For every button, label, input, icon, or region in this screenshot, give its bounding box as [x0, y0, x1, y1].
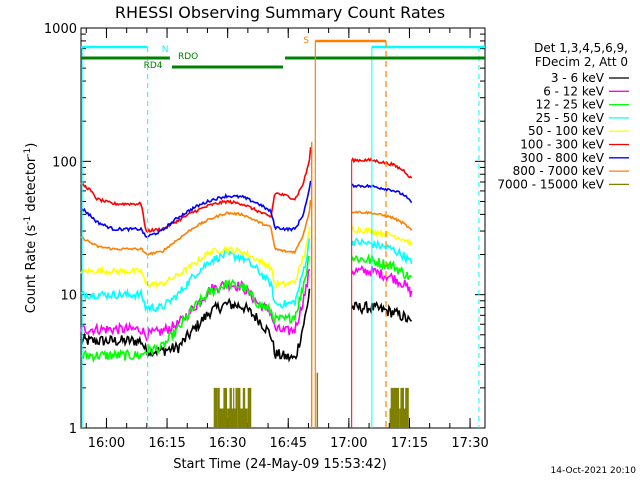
y-label-part-1: Count Rate (s: [24, 225, 39, 314]
y-label-part-3: ): [24, 143, 39, 148]
y-axis: 1 10 100 1000: [44, 22, 485, 437]
series-line-segment-2: [350, 237, 413, 265]
y-label-exp-1: -1: [23, 216, 33, 225]
legend: Det 1,3,4,5,6,9, FDecim 2, Att 0 3 - 6 k…: [497, 41, 629, 191]
legend-entry-label: 25 - 50 keV: [536, 111, 605, 125]
legend-entry-label: 7000 - 15000 keV: [497, 177, 604, 191]
chart-title: RHESSI Observing Summary Count Rates: [115, 3, 445, 22]
series-line-segment-2: [350, 252, 413, 280]
x-tick-label: 16:00: [88, 436, 125, 451]
status-label-rd4: RD4: [144, 61, 163, 71]
olive-burst: [389, 387, 409, 428]
series-group: [80, 141, 413, 428]
series-line-segment-2: [351, 183, 413, 204]
x-axis: 16:00 16:15 16:30 16:45 17:00 17:15 17:30: [85, 28, 489, 451]
status-bars: N RDO RD4 S: [81, 36, 485, 428]
y-tick-label: 1000: [44, 22, 77, 37]
legend-entry-label: 300 - 800 keV: [520, 151, 604, 165]
x-axis-label: Start Time (24-May-09 15:53:42): [173, 457, 387, 472]
plot-frame: [80, 27, 486, 429]
series-line: [80, 288, 311, 363]
series-line: [80, 238, 311, 313]
series-line: [80, 255, 311, 364]
x-tick-label: 17:00: [330, 436, 367, 451]
y-label-part-2: detector: [24, 156, 39, 216]
timestamp: 14-Oct-2021 20:10: [551, 466, 637, 476]
y-tick-label: 1: [69, 422, 77, 437]
olive-burst: [213, 387, 252, 428]
status-label-rdo: RDO: [178, 52, 198, 62]
legend-entry-label: 3 - 6 keV: [551, 71, 605, 85]
legend-entry-label: 6 - 12 keV: [543, 84, 605, 98]
y-tick-label: 10: [60, 289, 77, 304]
x-tick-label: 16:30: [209, 436, 246, 451]
x-tick-label: 16:15: [148, 436, 185, 451]
series-line: [80, 180, 312, 238]
series-line: [80, 226, 311, 290]
y-tick-label: 100: [52, 155, 77, 170]
legend-entry-label: 800 - 7000 keV: [513, 164, 605, 178]
x-tick-label: 16:45: [270, 436, 307, 451]
series-line-segment-2: [351, 300, 413, 323]
series-line: [80, 147, 312, 233]
y-axis-label: Count Rate (s-1 detector-1): [23, 143, 39, 314]
status-label-n: N: [162, 45, 169, 55]
x-tick-label: 17:15: [391, 436, 428, 451]
plot-area: [80, 27, 486, 429]
series-line-segment-2: [350, 225, 413, 247]
status-label-s: S: [303, 36, 309, 46]
legend-entry-label: 12 - 25 keV: [536, 98, 605, 112]
series-line-segment-2: [351, 210, 413, 231]
series-line: [80, 199, 312, 257]
series-line-segment-2: [351, 157, 413, 179]
legend-header-2: FDecim 2, Att 0: [535, 55, 628, 69]
x-tick-label: 17:30: [451, 436, 488, 451]
legend-entry-label: 50 - 100 keV: [528, 124, 605, 138]
legend-entry-label: 100 - 300 keV: [520, 138, 604, 152]
legend-header-1: Det 1,3,4,5,6,9,: [534, 41, 628, 55]
y-label-exp-2: -1: [23, 148, 33, 157]
series-line-segment-2: [350, 265, 413, 297]
